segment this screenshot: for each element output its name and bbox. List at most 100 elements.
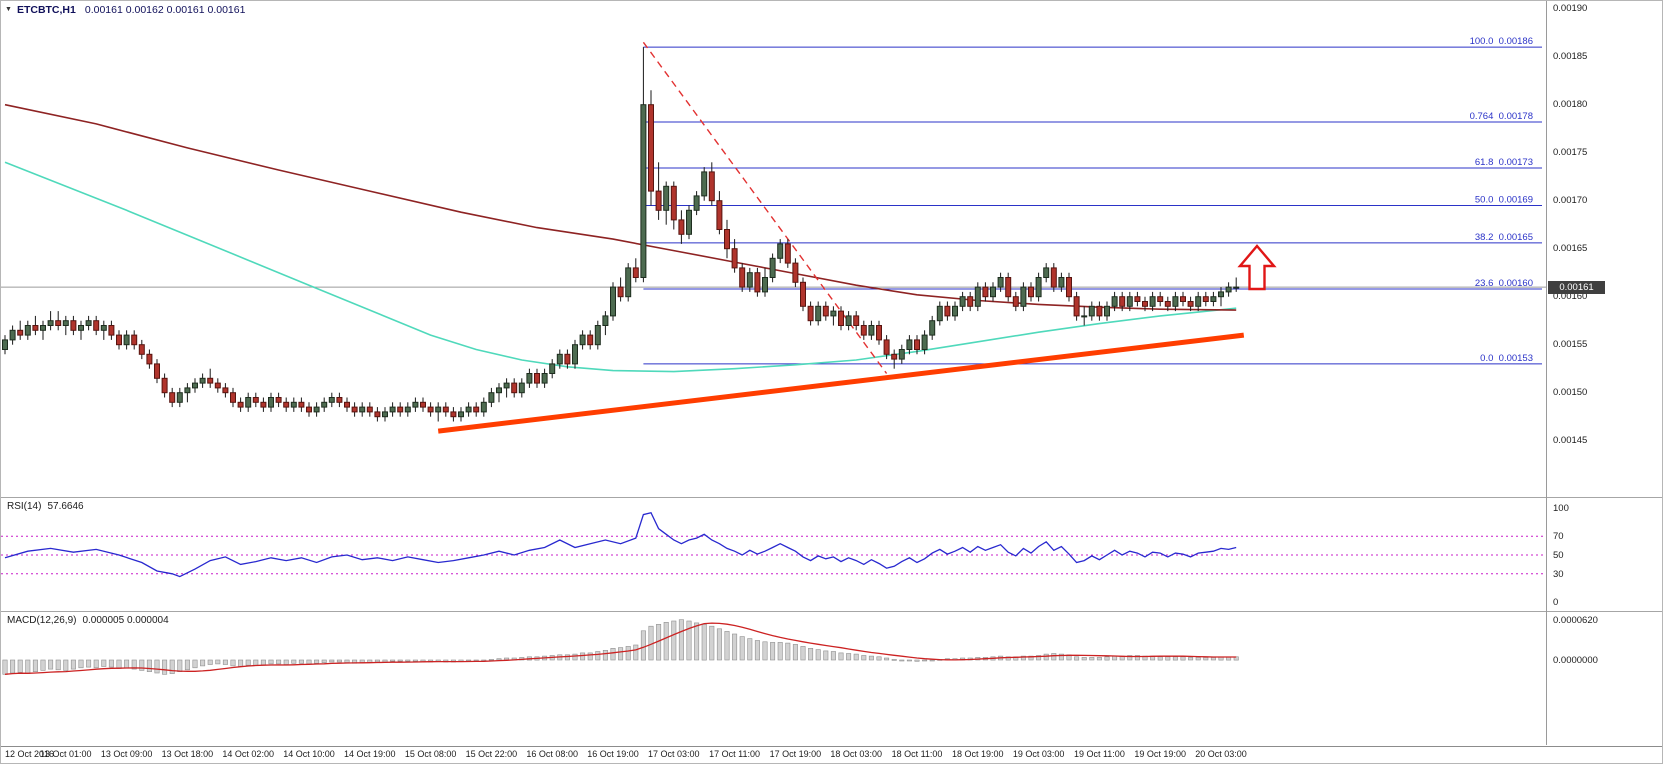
candle[interactable] — [17, 320, 24, 340]
candle[interactable] — [959, 291, 966, 312]
candle[interactable] — [1233, 277, 1240, 292]
time-axis[interactable]: 12 Oct 2016 13 Oct 01:00 13 Oct 09:00 13 Oc… — [1, 747, 1662, 763]
candle[interactable] — [784, 239, 791, 268]
candle[interactable] — [1081, 306, 1088, 326]
candle[interactable] — [176, 387, 183, 408]
candle[interactable] — [1035, 272, 1042, 302]
candle[interactable] — [275, 392, 282, 408]
candle[interactable] — [716, 191, 723, 235]
candle[interactable] — [321, 397, 328, 412]
candle[interactable] — [838, 306, 844, 331]
candle[interactable] — [389, 402, 396, 417]
price-axis[interactable]: 0.00161 0.00190 0.00185 0.00180 0.00175 0.00… — [1547, 1, 1662, 497]
candle[interactable] — [807, 301, 814, 326]
candle[interactable] — [214, 378, 221, 393]
candle[interactable] — [511, 378, 518, 398]
candle[interactable] — [40, 320, 46, 340]
candle[interactable] — [990, 282, 996, 302]
candle[interactable] — [663, 181, 670, 225]
candle[interactable] — [412, 397, 419, 412]
candle[interactable] — [62, 315, 69, 336]
candle[interactable] — [860, 320, 867, 340]
candle[interactable] — [450, 407, 457, 422]
candle[interactable] — [1012, 291, 1019, 312]
candle[interactable] — [47, 311, 54, 331]
candle[interactable] — [1043, 263, 1050, 283]
candle[interactable] — [298, 397, 305, 412]
candle[interactable] — [686, 205, 692, 240]
candle[interactable] — [572, 339, 578, 369]
candle[interactable] — [1050, 263, 1057, 292]
candle[interactable] — [853, 311, 860, 331]
candle[interactable] — [1164, 296, 1171, 312]
candle[interactable] — [845, 311, 852, 331]
candle[interactable] — [55, 311, 62, 331]
candle[interactable] — [252, 392, 259, 408]
candle[interactable] — [1172, 291, 1179, 312]
candle[interactable] — [898, 344, 905, 364]
candle[interactable] — [116, 330, 122, 350]
candle[interactable] — [906, 335, 913, 355]
candle[interactable] — [488, 387, 495, 408]
candle[interactable] — [914, 335, 920, 355]
candle[interactable] — [518, 378, 525, 398]
candle[interactable] — [336, 392, 343, 408]
candle[interactable] — [617, 277, 624, 302]
candle[interactable] — [351, 402, 358, 417]
macd-indicator-chart[interactable] — [1, 612, 1546, 744]
candle[interactable] — [306, 402, 312, 417]
candle[interactable] — [70, 315, 77, 336]
candle[interactable] — [1073, 291, 1080, 321]
candle[interactable] — [427, 402, 434, 417]
candle[interactable] — [207, 368, 214, 388]
candle[interactable] — [420, 397, 426, 412]
candle[interactable] — [648, 90, 654, 206]
candle[interactable] — [268, 392, 274, 412]
candle[interactable] — [762, 267, 768, 297]
candle[interactable] — [100, 320, 107, 340]
candle[interactable] — [769, 253, 776, 283]
candle[interactable] — [192, 378, 198, 393]
candle[interactable] — [754, 267, 761, 297]
candle[interactable] — [146, 349, 153, 369]
candle[interactable] — [473, 402, 480, 417]
rsi-axis[interactable]: 100 70 50 30 0 — [1547, 498, 1662, 611]
candle[interactable] — [9, 325, 16, 345]
candle[interactable] — [230, 387, 236, 408]
candle[interactable] — [701, 167, 708, 201]
main-candlestick-chart[interactable]: 100.0 0.00186 0.764 0.00178 61.8 0.00173 50… — [1, 1, 1546, 497]
candle[interactable] — [1088, 301, 1095, 321]
candle[interactable] — [1149, 291, 1156, 312]
candle[interactable] — [435, 402, 442, 422]
candle[interactable] — [541, 368, 548, 388]
candle[interactable] — [731, 239, 738, 273]
candle[interactable] — [131, 330, 138, 350]
candle[interactable] — [921, 330, 928, 355]
candle[interactable] — [24, 320, 31, 340]
candle[interactable] — [1066, 272, 1072, 302]
candle[interactable] — [777, 239, 784, 264]
candle[interactable] — [1210, 291, 1217, 307]
candle[interactable] — [1126, 291, 1133, 312]
candle[interactable] — [458, 407, 464, 422]
candle[interactable] — [579, 330, 586, 350]
macd-axis[interactable]: 0.0000620 0.0000000 — [1547, 612, 1662, 744]
candle[interactable] — [534, 368, 540, 388]
candle[interactable] — [245, 392, 252, 412]
candle[interactable] — [32, 315, 39, 336]
candle[interactable] — [974, 282, 981, 312]
candle[interactable] — [1028, 282, 1034, 302]
candle[interactable] — [1218, 287, 1224, 307]
candle[interactable] — [1225, 282, 1232, 297]
candle[interactable] — [952, 301, 958, 321]
candle[interactable] — [283, 397, 290, 412]
support-trendline[interactable] — [437, 332, 1245, 434]
candle[interactable] — [1157, 291, 1164, 307]
candle[interactable] — [138, 339, 145, 360]
candle[interactable] — [868, 320, 875, 340]
candle[interactable] — [526, 368, 533, 388]
candle[interactable] — [374, 407, 381, 422]
candle[interactable] — [222, 383, 229, 398]
candle[interactable] — [883, 335, 890, 360]
candle[interactable] — [1020, 282, 1027, 312]
